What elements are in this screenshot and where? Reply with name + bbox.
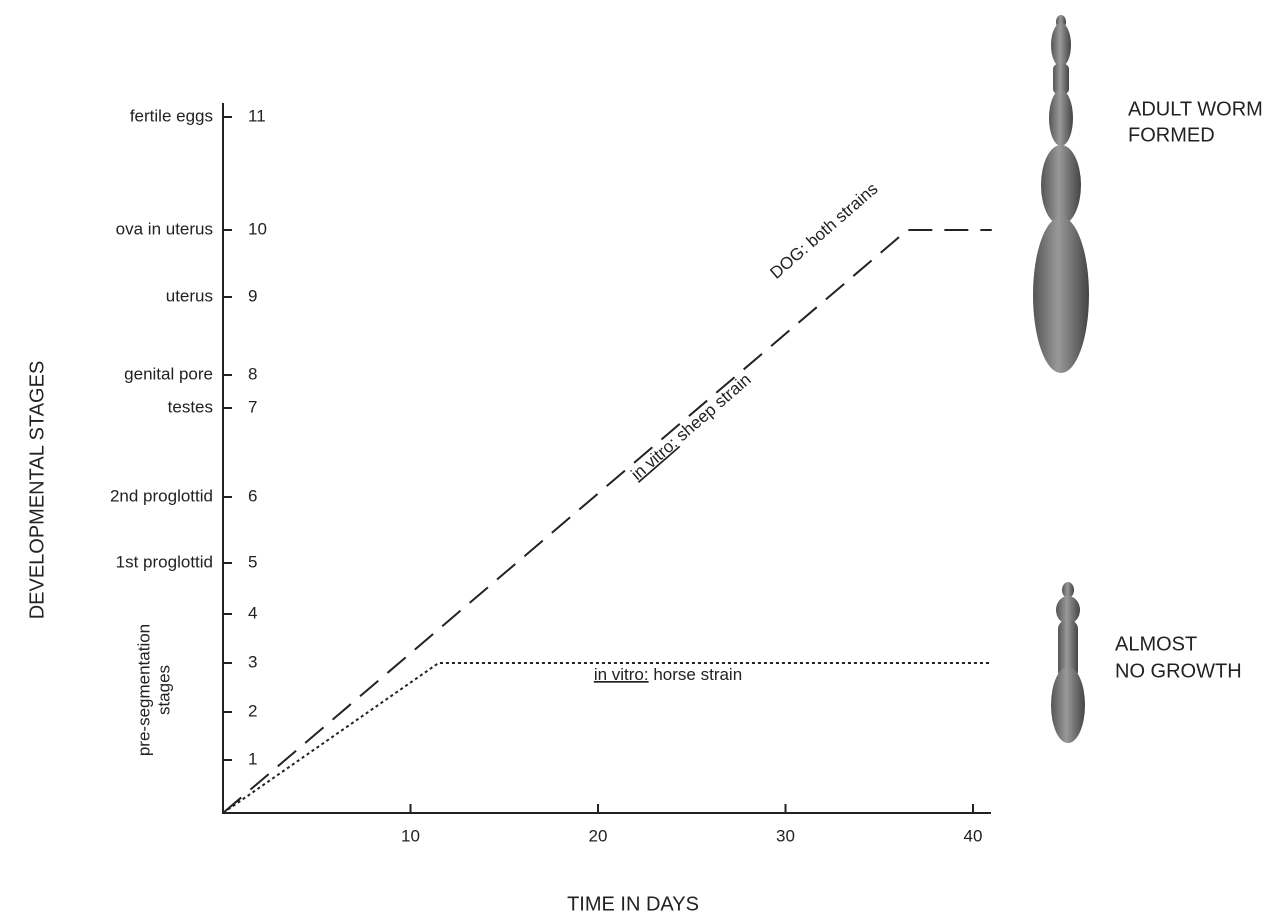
small-worm-icon [1051, 582, 1085, 743]
x-axis-label: TIME IN DAYS [567, 893, 699, 915]
stage-name: 1st proglottid [116, 552, 213, 571]
stage-name: fertile eggs [130, 106, 213, 125]
y-tick-label: 2 [248, 701, 257, 720]
y-tick-label: 1 [248, 749, 257, 768]
y-tick-label: 4 [248, 603, 257, 622]
y-tick-label: 8 [248, 364, 257, 383]
annotation: in vitro: sheep strain [628, 370, 755, 484]
adult-worm-icon [1033, 15, 1089, 373]
annotation-text: horse strain [653, 665, 742, 684]
stage-name: genital pore [124, 364, 213, 383]
stage-name: 2nd proglottid [110, 486, 213, 505]
y-tick-label: 6 [248, 486, 257, 505]
annotation-text: sheep strain [673, 370, 755, 445]
x-tick-label: 30 [776, 826, 795, 845]
x-tick-label: 40 [964, 826, 983, 845]
group-label: pre-segmentation [134, 624, 153, 756]
y-tick-label: 7 [248, 397, 257, 416]
series-line [222, 662, 992, 814]
side-label: ADULT WORM [1128, 98, 1263, 120]
x-tick-label: 20 [589, 826, 608, 845]
y-tick-label: 10 [248, 219, 267, 238]
y-axis-label: DEVELOPMENTAL STAGES [26, 361, 48, 620]
x-tick-label: 10 [401, 826, 420, 845]
side-label: NO GROWTH [1115, 660, 1242, 682]
stage-name: testes [168, 397, 213, 416]
y-tick-label: 5 [248, 552, 257, 571]
y-tick-label: 11 [248, 106, 266, 125]
series-line [222, 229, 992, 814]
annotation-prefix: in vitro: [594, 665, 649, 684]
y-tick-label: 9 [248, 286, 257, 305]
stage-name: ova in uterus [116, 219, 213, 238]
group-label: stages [154, 665, 173, 715]
stage-name: uterus [166, 286, 213, 305]
annotation: in vitro: horse strain [594, 665, 742, 684]
y-tick-label: 3 [248, 652, 257, 671]
side-label: ALMOST [1115, 633, 1197, 655]
side-label: FORMED [1128, 124, 1215, 146]
annotation-prefix: in vitro: [628, 434, 682, 484]
